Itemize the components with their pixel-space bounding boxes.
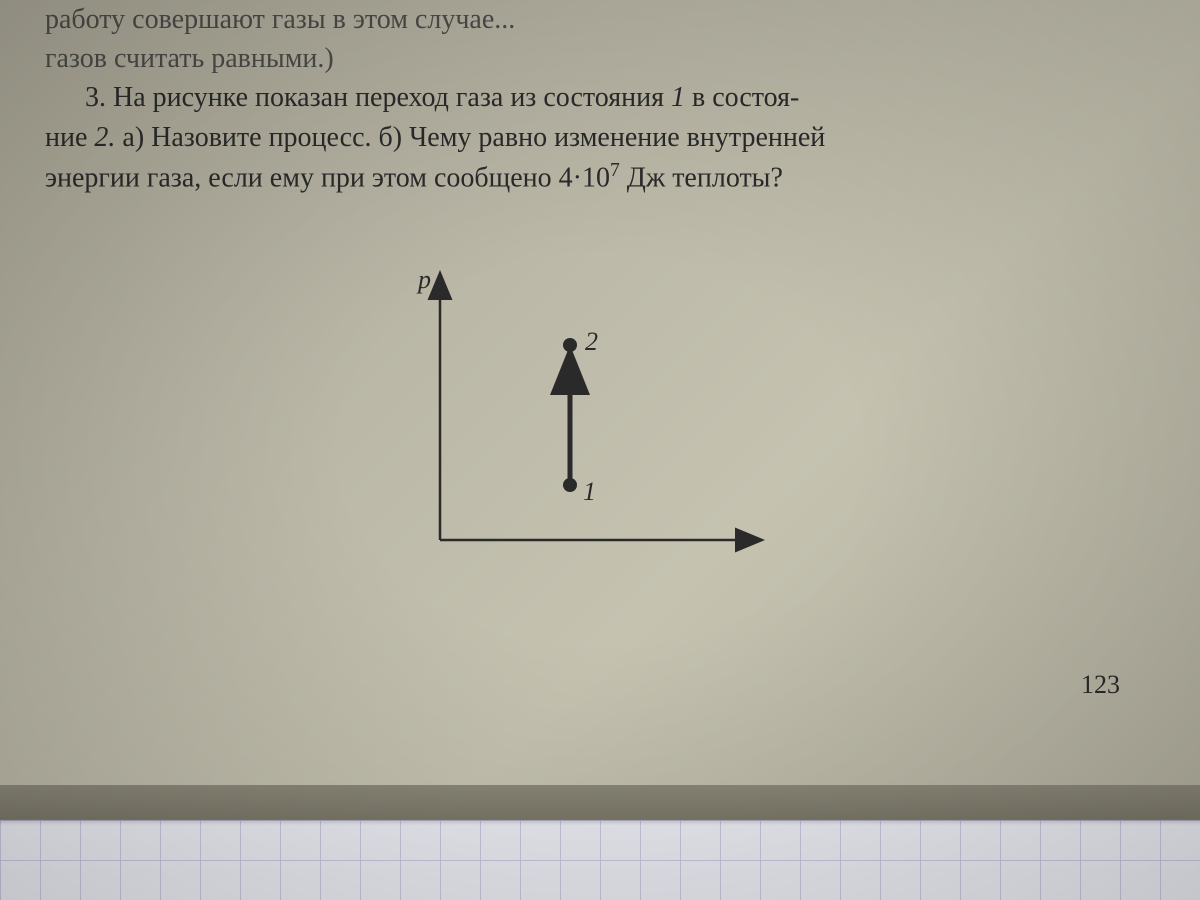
textbook-page: работу совершают газы в этом случае... г…: [0, 0, 1200, 900]
text-fragment: в состоя-: [692, 82, 799, 113]
cut-off-line-2: газов считать равными.): [45, 39, 1170, 78]
diagram-svg: p 2 1: [380, 260, 780, 580]
state-point-1: [563, 478, 577, 492]
y-axis-label: p: [416, 265, 431, 294]
text-fragment: энергии газа, если ему при этом сообщено…: [45, 162, 610, 193]
text-fragment: Дж теплоты?: [627, 162, 783, 193]
exponent: 7: [610, 160, 620, 181]
notebook-grid: [0, 820, 1200, 900]
state-2-ref: 2.: [94, 122, 115, 153]
problem-line-3: энергии газа, если ему при этом сообщено…: [45, 157, 1170, 198]
text-fragment: ние: [45, 122, 87, 153]
point-1-label: 1: [583, 477, 596, 506]
problem-text: работу совершают газы в этом случае... г…: [45, 0, 1170, 197]
problem-line-1: 3. На рисунке показан переход газа из со…: [45, 78, 1170, 117]
state-1-ref: 1: [671, 82, 685, 113]
state-point-2: [563, 338, 577, 352]
text-fragment: а) Назовите процесс. б) Чему равно измен…: [122, 122, 825, 153]
point-2-label: 2: [585, 327, 598, 356]
page-number: 123: [1081, 670, 1120, 700]
text-fragment: 3. На рисунке показан переход газа из со…: [85, 82, 664, 113]
problem-line-2: ние 2. а) Назовите процесс. б) Чему равн…: [45, 118, 1170, 157]
pv-diagram: p 2 1: [380, 260, 780, 580]
cut-off-line-1: работу совершают газы в этом случае...: [45, 0, 1170, 39]
